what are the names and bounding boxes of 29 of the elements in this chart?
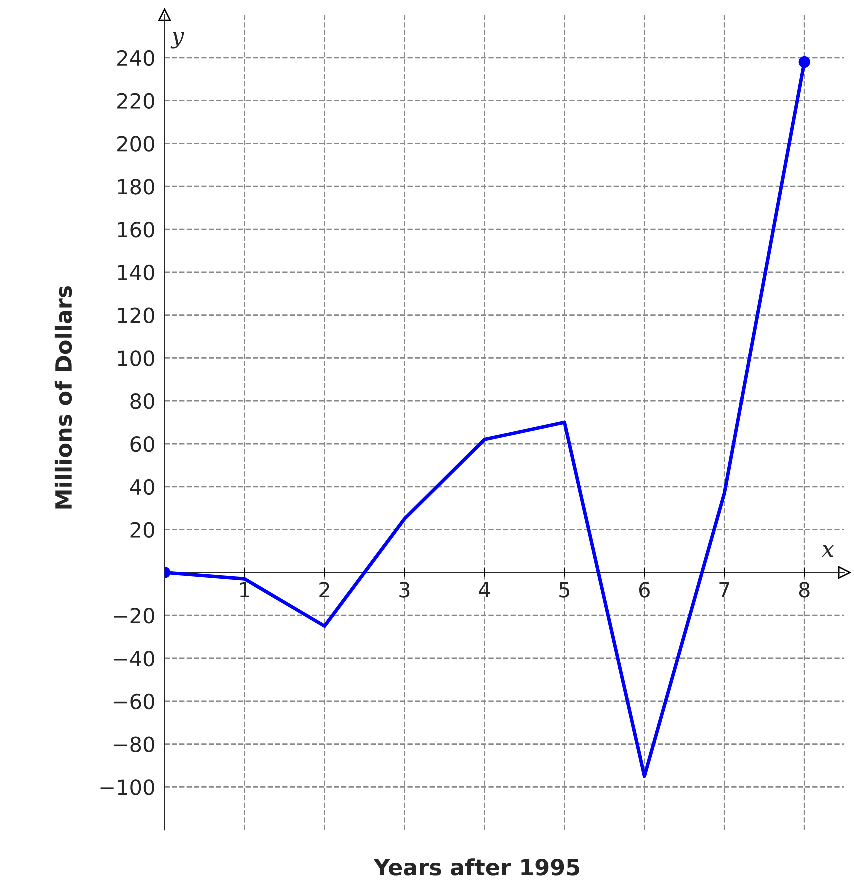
y-tick-label: 160 xyxy=(118,222,154,238)
x-tick-label: 8 xyxy=(799,582,810,598)
x-tick-label: 1 xyxy=(240,582,250,598)
x-axis-title: Years after 1995 xyxy=(374,858,580,876)
annotation: x xyxy=(822,545,834,557)
annotation: y xyxy=(170,32,184,49)
y-tick-label: −80 xyxy=(114,736,154,752)
y-axis-title: Millions of Dollars xyxy=(54,286,72,509)
y-tick-label: −20 xyxy=(114,608,154,624)
y-tick-label: 240 xyxy=(118,50,154,66)
x-tick-label: 6 xyxy=(639,582,650,598)
y-tick-label: 140 xyxy=(118,264,154,281)
y-tick-label: 80 xyxy=(130,394,154,410)
x-tick-label: 5 xyxy=(560,582,570,598)
y-tick-label: 200 xyxy=(118,136,154,152)
y-tick-label: −60 xyxy=(114,694,154,710)
y-tick-label: 40 xyxy=(130,479,154,496)
y-tick-label: −100 xyxy=(100,780,154,796)
y-tick-label: 120 xyxy=(118,308,154,324)
y-tick-label: 20 xyxy=(130,522,154,538)
x-tick-label: 4 xyxy=(479,582,490,598)
x-tick-label: 2 xyxy=(320,582,330,598)
y-tick-label: 60 xyxy=(130,436,154,452)
x-tick-label: 7 xyxy=(720,582,730,598)
y-tick-label: −40 xyxy=(114,650,154,667)
y-tick-label: 100 xyxy=(118,350,154,366)
x-tick-label: 3 xyxy=(400,582,410,598)
y-tick-label: 180 xyxy=(118,179,154,195)
y-tick-label: 220 xyxy=(118,93,154,110)
